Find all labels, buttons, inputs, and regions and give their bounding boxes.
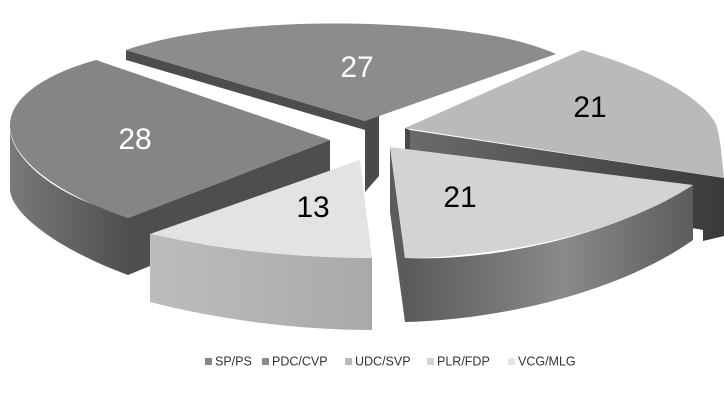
legend-swatch-udc-svp [345, 358, 352, 365]
slice-label-udc-svp: 21 [573, 91, 606, 124]
slice-top-vcg-mlg [150, 160, 372, 258]
slice-side-sp-ps [9, 125, 128, 275]
slice-side-vcg-mlg [150, 234, 372, 330]
slice-top-pdc-cvp [126, 23, 556, 121]
slice-side-pdc-cvp [365, 105, 379, 192]
legend-swatch-vcg-mlg [508, 358, 515, 365]
slice-side-plr-fdp [405, 185, 693, 322]
legend: SP/PS PDC/CVP UDC/SVP PLR/FDP VCG/MLG [205, 354, 576, 368]
slice-top-udc-svp [405, 50, 724, 178]
legend-swatch-plr-fdp [427, 358, 434, 365]
slice-top-plr-fdp [390, 147, 693, 258]
slice-top-sp-ps [10, 60, 330, 218]
legend-label-sp-ps: SP/PS [215, 354, 252, 368]
legend-label-plr-fdp: PLR/FDP [437, 354, 490, 368]
legend-swatch-pdc-cvp [262, 358, 269, 365]
legend-label-pdc-cvp: PDC/CVP [272, 354, 328, 368]
legend-label-udc-svp: UDC/SVP [355, 354, 411, 368]
legend-label-vcg-mlg: VCG/MLG [518, 354, 576, 368]
slice-label-plr-fdp: 21 [443, 181, 476, 214]
slice-side-plr-fdp [390, 147, 405, 322]
slice-label-sp-ps: 28 [118, 123, 151, 156]
slice-label-pdc-cvp: 27 [340, 51, 373, 84]
slice-label-vcg-mlg: 13 [296, 191, 329, 224]
legend-swatch-sp-ps [205, 358, 212, 365]
slice-side-pdc-cvp [126, 50, 365, 130]
